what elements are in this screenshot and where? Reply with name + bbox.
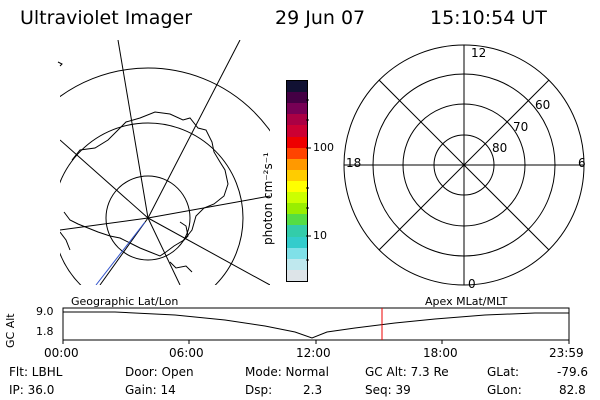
colorbar-tick-marks (306, 99, 311, 261)
glat-label: GLat: (487, 365, 520, 379)
mlat-label-60: 60 (535, 98, 551, 112)
apex-polar-plot (343, 44, 585, 286)
glon-value: 82.8 (559, 383, 586, 397)
gc-alt-ylabel: GC Alt (4, 313, 17, 348)
mlt-label-6: 6 (578, 156, 586, 170)
xtick-1800: 18:00 (423, 346, 458, 360)
glon-label: GLon: (487, 383, 522, 397)
ytick-9: 9.0 (36, 305, 54, 318)
ytick-1-8: 1.8 (36, 325, 54, 338)
mode-info: Mode: Normal (245, 365, 329, 379)
colorbar-swatch (287, 225, 307, 237)
colorbar-tick-100: 100 (313, 141, 334, 154)
colorbar-swatch (287, 258, 307, 270)
xtick-0000: 00:00 (44, 346, 79, 360)
gc-alt-info: GC Alt: 7.3 Re (365, 365, 449, 379)
colorbar-swatch (287, 181, 307, 193)
mlat-label-80: 80 (492, 141, 508, 155)
altitude-plot (62, 307, 570, 344)
xtick-2359: 23:59 (549, 346, 584, 360)
door-info: Door: Open (125, 365, 194, 379)
time-label: 15:10:54 UT (430, 7, 547, 29)
colorbar-swatch (287, 269, 307, 281)
glat-value: -79.6 (557, 365, 589, 379)
colorbar-swatch (287, 247, 307, 259)
colorbar-swatch (287, 236, 307, 248)
colorbar-swatch (287, 92, 307, 104)
colorbar-swatch (287, 125, 307, 137)
dsp-value: 2.3 (303, 383, 323, 397)
ip-info: IP: 36.0 (9, 383, 55, 397)
geographic-map (57, 40, 270, 285)
colorbar-swatch (287, 103, 307, 115)
filter-info: Flt: LBHL (9, 365, 63, 379)
mlt-label-0: 0 (468, 277, 476, 291)
colorbar-swatch (287, 81, 307, 93)
colorbar-swatch (287, 214, 307, 226)
apex-coord-label: Apex MLat/MLT (425, 295, 508, 308)
colorbar-swatch (287, 203, 307, 215)
geographic-coord-label: Geographic Lat/Lon (71, 295, 179, 308)
colorbar (286, 80, 308, 282)
colorbar-swatch (287, 158, 307, 170)
instrument-title: Ultraviolet Imager (20, 7, 193, 29)
mlt-label-12: 12 (471, 46, 487, 60)
date-label: 29 Jun 07 (275, 7, 366, 29)
colorbar-swatch (287, 169, 307, 182)
xtick-1200: 12:00 (296, 346, 331, 360)
colorbar-tick-10: 10 (313, 229, 327, 242)
seq-info: Seq: 39 (365, 383, 411, 397)
gain-info: Gain: 14 (125, 383, 176, 397)
mlt-label-18: 18 (346, 156, 362, 170)
colorbar-swatch (287, 114, 307, 126)
colorbar-swatch (287, 147, 307, 159)
xtick-0600: 06:00 (169, 346, 204, 360)
dsp-label: Dsp: (245, 383, 273, 397)
colorbar-swatch (287, 192, 307, 204)
colorbar-swatch (287, 136, 307, 148)
colorbar-unit-label: photon cm⁻²s⁻¹ (261, 152, 275, 245)
mlat-label-70: 70 (513, 120, 529, 134)
